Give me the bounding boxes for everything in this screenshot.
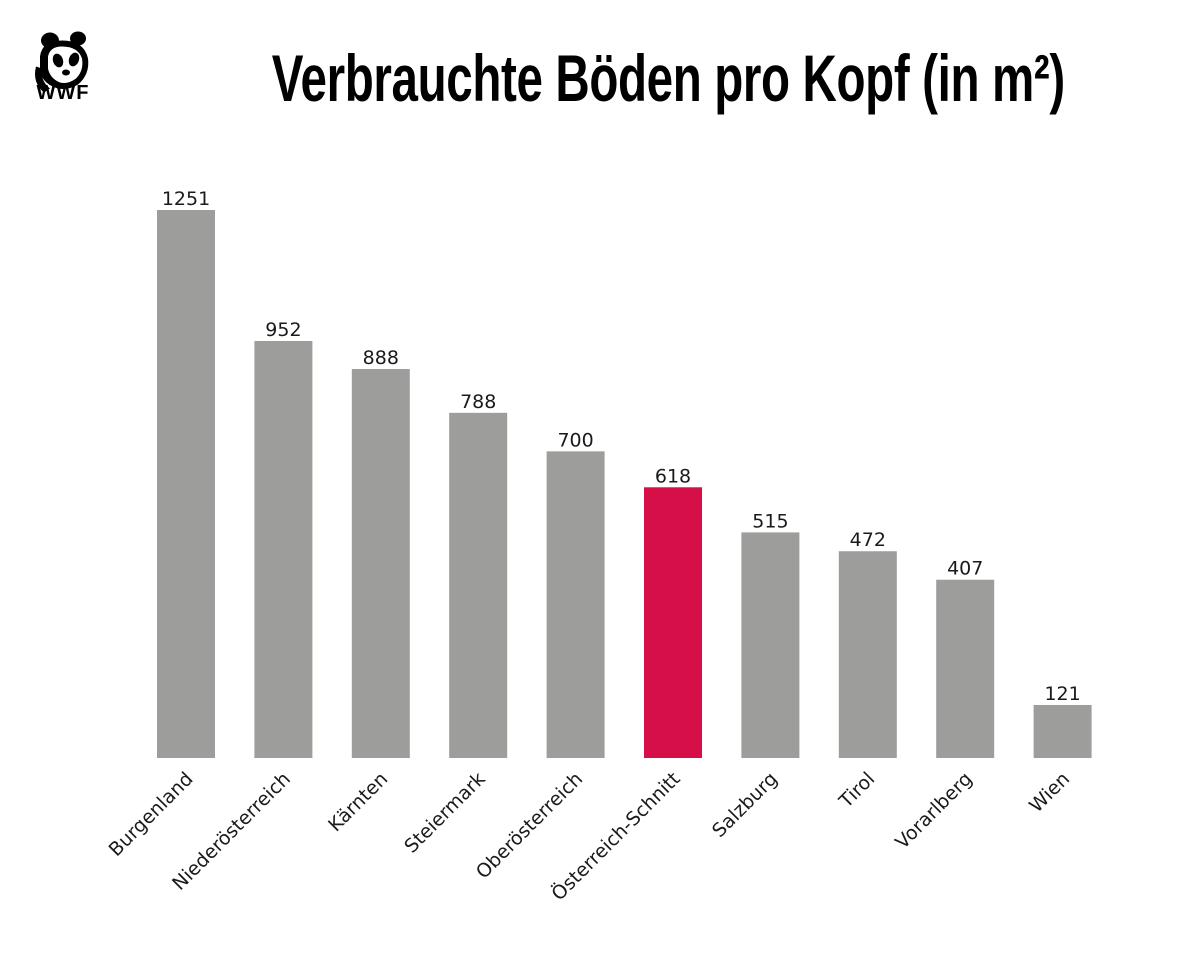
category-label-8: Vorarlberg <box>891 768 977 854</box>
category-label-2: Kärnten <box>324 768 392 836</box>
bar-0 <box>157 210 215 758</box>
value-label-8: 407 <box>947 558 983 580</box>
value-label-7: 472 <box>850 529 886 551</box>
value-label-9: 121 <box>1044 683 1080 705</box>
value-label-6: 515 <box>752 510 788 532</box>
bar-7 <box>838 551 897 758</box>
category-label-9: Wien <box>1025 768 1074 817</box>
bar-4 <box>546 451 605 758</box>
bar-8 <box>936 579 995 758</box>
category-label-7: Tirol <box>834 768 879 813</box>
bar-1 <box>254 340 313 758</box>
value-label-2: 888 <box>363 347 399 369</box>
value-label-4: 700 <box>557 429 593 451</box>
bar-5 <box>644 487 702 758</box>
bar-2 <box>351 369 410 758</box>
category-label-3: Steiermark <box>400 768 490 858</box>
bar-3 <box>449 412 508 758</box>
bar-9 <box>1033 704 1092 758</box>
category-label-6: Salzburg <box>708 768 782 842</box>
value-label-1: 952 <box>265 319 301 341</box>
bar-6 <box>741 532 800 758</box>
value-label-5: 618 <box>655 465 691 487</box>
panda-icon <box>35 31 89 93</box>
wwf-logo-text: WWF <box>36 82 90 104</box>
category-label-0: Burgenland <box>105 768 198 861</box>
value-label-3: 788 <box>460 391 496 413</box>
value-label-0: 1251 <box>162 188 210 210</box>
